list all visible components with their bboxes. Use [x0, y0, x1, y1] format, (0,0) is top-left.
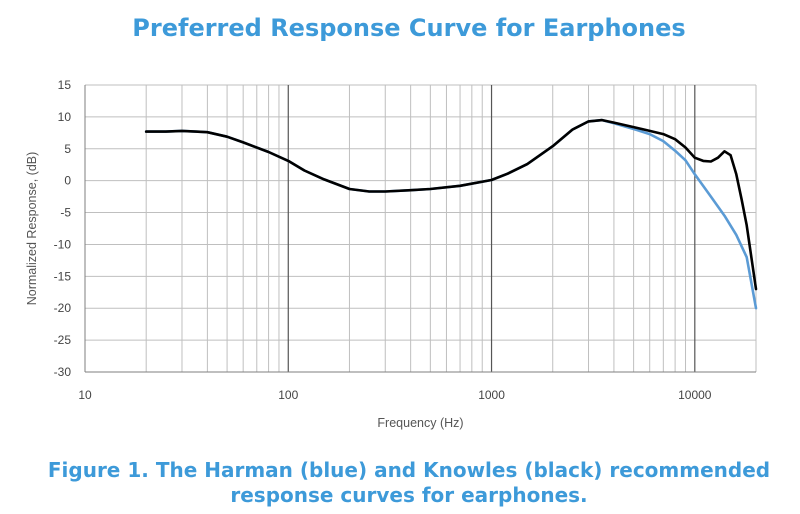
y-axis-label: Normalized Response, (dB) — [25, 152, 39, 306]
x-tick-label: 100 — [278, 388, 298, 402]
y-tick-label: -10 — [54, 237, 72, 251]
y-tick-label: -5 — [60, 206, 71, 220]
y-tick-label: -25 — [54, 333, 72, 347]
series-line-knowles — [144, 118, 758, 291]
caption-line-2: response curves for earphones. — [230, 483, 588, 507]
y-tick-label: 5 — [64, 142, 71, 156]
x-tick-label: 10 — [78, 388, 92, 402]
series-lines — [144, 118, 758, 310]
x-axis-label: Frequency (Hz) — [377, 416, 463, 430]
y-tick-label: 10 — [58, 110, 72, 124]
y-tick-label: 15 — [58, 78, 72, 92]
tick-labels: 15 10 5 0 -5 -10 -15 -20 -25 -30 10 100 1000 10000 — [54, 78, 712, 402]
x-tick-label: 10000 — [678, 388, 712, 402]
y-tick-label: 0 — [64, 174, 71, 188]
y-tick-label: -15 — [54, 269, 72, 283]
chart-plot: 15 10 5 0 -5 -10 -15 -20 -25 -30 10 100 1000 10000 No… — [25, 78, 758, 430]
figure-caption: Figure 1. The Harman (blue) and Knowles … — [0, 458, 800, 508]
y-tick-label: -30 — [54, 365, 72, 379]
chart-title: Preferred Response Curve for Earphones — [132, 14, 686, 42]
grid — [84, 84, 757, 373]
y-tick-label: -20 — [54, 301, 72, 315]
x-tick-label: 1000 — [478, 388, 505, 402]
caption-line-1: Figure 1. The Harman (blue) and Knowles … — [47, 458, 771, 482]
